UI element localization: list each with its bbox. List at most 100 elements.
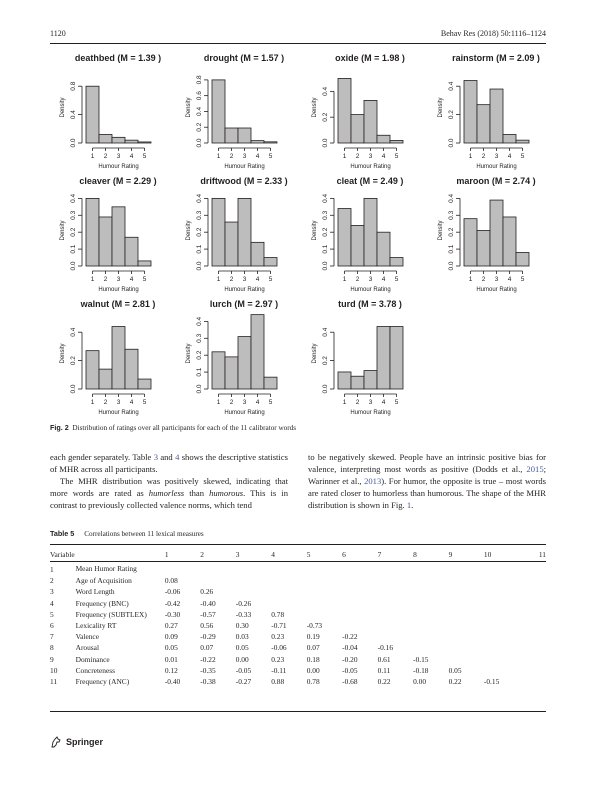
bar-4 xyxy=(124,139,139,144)
correlation-cell xyxy=(236,561,271,575)
y-axis-label: Density xyxy=(312,220,318,240)
correlation-cell xyxy=(519,642,546,653)
correlation-cell: 0.00 xyxy=(413,676,427,686)
figure-1-link[interactable]: 1 xyxy=(406,500,412,510)
figure-caption-text: Distribution of ratings over all partici… xyxy=(72,424,297,432)
table-row: 2 Age of Acquisition 0.08 xyxy=(50,575,546,586)
correlation-cell: -0.18 xyxy=(413,665,429,675)
correlation-cell xyxy=(413,586,448,597)
y-tick-label: 0.3 xyxy=(448,210,455,219)
y-tick-label: 0.4 xyxy=(322,327,329,336)
x-axis-label: Humour Rating xyxy=(350,410,390,416)
row-number: 8 xyxy=(50,643,54,653)
y-tick-label: 0.4 xyxy=(196,193,203,202)
histogram-panel-driftwood: driftwood (M = 2.33 ) 0.0 0.1 0.2 0.3 0.4 Dens… xyxy=(186,176,288,293)
citation-link-2015[interactable]: 2015 xyxy=(526,464,544,474)
correlation-cell xyxy=(519,609,546,620)
x-tick-label: 5 xyxy=(269,153,273,160)
correlation-cell xyxy=(484,620,519,631)
correlation-cell xyxy=(378,598,413,609)
text: to be negatively skewed. People have an … xyxy=(308,452,546,474)
correlation-cell: -0.40 xyxy=(164,676,181,686)
table-head-rule xyxy=(50,561,546,562)
bar-5 xyxy=(389,140,404,144)
y-tick-label: 0.0 xyxy=(70,261,77,270)
table-row: 7 Valence 0.09 -0.29 0.03 0.23 0.19 -0.22 xyxy=(50,631,546,642)
column-header: 1 xyxy=(164,549,169,559)
y-axis-label: Density xyxy=(60,97,66,117)
row-number: 6 xyxy=(50,621,54,631)
correlation-cell xyxy=(342,598,377,609)
x-tick-label: 1 xyxy=(469,276,473,283)
panel-title: rainstorm (M = 2.09 ) xyxy=(452,53,540,63)
x-tick-label: 1 xyxy=(91,399,95,406)
x-axis-label: Humour Rating xyxy=(350,164,390,170)
column-header: 8 xyxy=(413,549,417,559)
column-header: 5 xyxy=(306,549,311,559)
correlation-cell xyxy=(413,631,448,642)
x-axis-label: Humour Rating xyxy=(476,164,516,170)
correlation-cell: -0.04 xyxy=(342,643,358,653)
x-tick-label: 3 xyxy=(369,399,373,406)
variable-name: Frequency (BNC) xyxy=(75,598,129,608)
table-row: 4 Frequency (BNC) -0.42 -0.40 -0.26 xyxy=(50,598,546,609)
x-axis-label: Humour Rating xyxy=(98,164,138,170)
correlation-cell xyxy=(449,642,484,653)
row-number: 4 xyxy=(50,598,54,608)
citation-link-2013[interactable]: 2013 xyxy=(364,476,382,486)
x-tick-label: 3 xyxy=(243,399,247,406)
histogram-panel-lurch: lurch (M = 2.97 ) 0.0 0.1 0.2 0.3 0.4 Density 1… xyxy=(186,299,278,416)
column-header: 11 xyxy=(538,549,546,559)
x-tick-label: 2 xyxy=(104,399,108,406)
variable-name: Frequency (ANC) xyxy=(75,676,130,686)
correlation-cell xyxy=(484,654,519,665)
bar-5 xyxy=(263,257,278,267)
y-axis-label: Density xyxy=(312,343,318,363)
correlation-cell xyxy=(200,561,235,575)
correlation-cell xyxy=(413,620,448,631)
table-4-link[interactable]: 4 xyxy=(175,452,180,462)
correlation-cell xyxy=(342,575,377,586)
correlation-cell xyxy=(413,609,448,620)
bar-5 xyxy=(515,252,530,267)
y-tick-label: 0.0 xyxy=(196,261,203,270)
journal-citation: Behav Res (2018) 50:1116–1124 xyxy=(440,29,546,38)
x-axis-label: Humour Rating xyxy=(98,410,138,416)
table-3-link[interactable]: 3 xyxy=(153,452,158,462)
row-number: 3 xyxy=(50,587,54,597)
column-header: 9 xyxy=(448,549,453,559)
bar-2 xyxy=(224,221,239,267)
histogram-panel-walnut: walnut (M = 2.81 ) 0.0 0.2 0.4 Density 1 2 3 4 5H… xyxy=(60,299,155,416)
row-number: 2 xyxy=(50,576,54,586)
bar-3 xyxy=(363,370,378,390)
text: than xyxy=(184,488,210,498)
y-tick-label: 0.1 xyxy=(196,244,203,253)
correlation-cell xyxy=(484,598,519,609)
bar-1 xyxy=(211,79,226,144)
y-tick-label: 0.4 xyxy=(448,193,455,202)
correlation-cell xyxy=(484,561,519,575)
row-number: 11 xyxy=(50,676,58,686)
correlation-cell xyxy=(165,561,200,575)
text: . This is in contrast to previously coll… xyxy=(50,488,288,510)
x-tick-label: 1 xyxy=(343,399,347,406)
correlation-cell: 0.03 xyxy=(235,632,249,642)
correlation-cell: -0.42 xyxy=(164,598,181,608)
bar-2 xyxy=(98,216,113,267)
bar-2 xyxy=(350,225,365,267)
x-tick-label: 3 xyxy=(369,276,373,283)
correlation-cell xyxy=(271,561,306,575)
bar-3 xyxy=(489,199,504,267)
correlation-cell: 0.22 xyxy=(448,676,462,686)
variable-name: Dominance xyxy=(75,654,110,664)
variable-name: Frequency (SUBTLEX) xyxy=(75,609,147,619)
text: shows the descriptive statistics of MHR … xyxy=(50,452,288,474)
correlation-cell: 0.26 xyxy=(200,587,214,597)
y-tick-label: 0.0 xyxy=(448,261,455,270)
correlation-cell: 0.22 xyxy=(377,676,391,686)
x-tick-label: 4 xyxy=(382,153,386,160)
y-tick-label: 0.2 xyxy=(196,350,203,359)
correlation-cell: -0.73 xyxy=(306,621,323,631)
bar-2 xyxy=(224,356,239,390)
correlation-cell: 0.23 xyxy=(271,632,285,642)
